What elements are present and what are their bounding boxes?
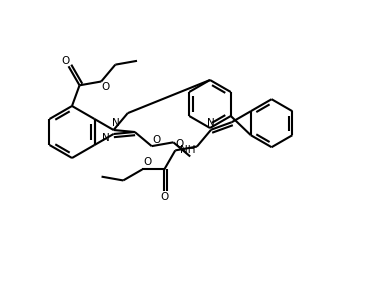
Text: N: N (102, 133, 109, 143)
Text: O: O (61, 56, 70, 66)
Text: O: O (175, 139, 183, 149)
Text: O: O (160, 193, 168, 203)
Text: O: O (101, 81, 109, 91)
Text: N: N (112, 118, 120, 128)
Text: O: O (153, 135, 161, 145)
Text: O: O (143, 158, 152, 168)
Text: N: N (207, 118, 215, 128)
Text: NH: NH (180, 145, 196, 155)
